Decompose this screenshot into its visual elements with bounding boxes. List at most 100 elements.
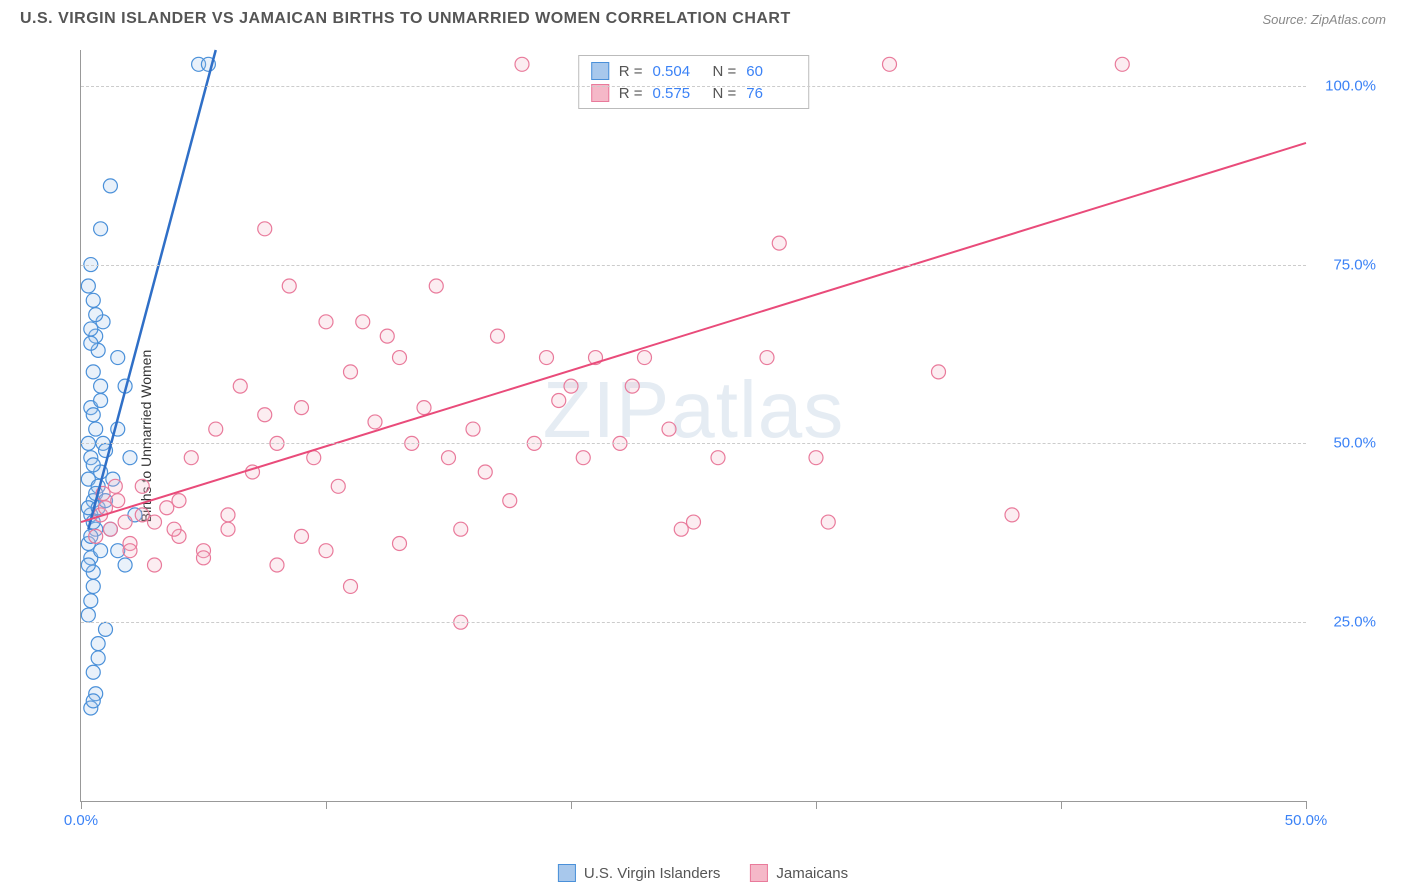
data-point [772,236,786,250]
chart-title: U.S. VIRGIN ISLANDER VS JAMAICAN BIRTHS … [20,10,791,28]
x-tick [816,801,817,809]
data-point [99,622,113,636]
data-point [209,422,223,436]
data-point [86,293,100,307]
data-point [103,522,117,536]
legend-item: U.S. Virgin Islanders [558,864,720,882]
data-point [197,551,211,565]
data-point [81,608,95,622]
data-point [552,393,566,407]
x-tick-label: 50.0% [1285,812,1328,829]
y-tick-label: 50.0% [1333,435,1376,452]
data-point [491,329,505,343]
data-point [118,558,132,572]
data-point [233,379,247,393]
data-point [344,579,358,593]
data-point [258,222,272,236]
data-point [91,637,105,651]
x-tick [81,801,82,809]
data-point [515,57,529,71]
data-point [103,179,117,193]
plot-svg [81,50,1306,801]
data-point [454,522,468,536]
x-tick [326,801,327,809]
gridline [81,265,1306,266]
data-point [91,651,105,665]
data-point [478,465,492,479]
data-point [172,494,186,508]
data-point [111,494,125,508]
gridline [81,443,1306,444]
data-point [94,222,108,236]
data-point [86,408,100,422]
data-point [883,57,897,71]
data-point [662,422,676,436]
data-point [638,351,652,365]
data-point [148,558,162,572]
data-point [135,508,149,522]
data-point [81,558,95,572]
y-tick-label: 75.0% [1333,256,1376,273]
data-point [167,522,181,536]
data-point [356,315,370,329]
regression-line [81,143,1306,522]
data-point [111,351,125,365]
data-point [540,351,554,365]
data-point [307,451,321,465]
legend-label: U.S. Virgin Islanders [584,865,720,882]
data-point [821,515,835,529]
legend-swatch [558,864,576,882]
data-point [760,351,774,365]
chart-area: Births to Unmarried Women ZIPatlas R =0.… [50,40,1386,832]
data-point [344,365,358,379]
data-point [86,579,100,593]
data-point [429,279,443,293]
data-point [368,415,382,429]
data-point [295,529,309,543]
data-point [417,401,431,415]
data-point [1005,508,1019,522]
data-point [123,544,137,558]
data-point [94,379,108,393]
data-point [221,522,235,536]
data-point [89,529,103,543]
legend-label: Jamaicans [776,865,848,882]
data-point [319,315,333,329]
legend-swatch [750,864,768,882]
data-point [89,308,103,322]
data-point [123,451,137,465]
data-point [393,537,407,551]
data-point [564,379,578,393]
data-point [503,494,517,508]
data-point [86,458,100,472]
data-point [160,501,174,515]
data-point [118,515,132,529]
legend-item: Jamaicans [750,864,848,882]
x-tick [1306,801,1307,809]
y-tick-label: 25.0% [1333,614,1376,631]
source-credit: Source: ZipAtlas.com [1262,12,1386,27]
data-point [380,329,394,343]
data-point [466,422,480,436]
data-point [86,365,100,379]
x-tick [571,801,572,809]
gridline [81,86,1306,87]
gridline [81,622,1306,623]
data-point [625,379,639,393]
y-tick-label: 100.0% [1325,77,1376,94]
data-point [576,451,590,465]
data-point [932,365,946,379]
data-point [84,594,98,608]
data-point [86,694,100,708]
data-point [94,544,108,558]
data-point [674,522,688,536]
data-point [393,351,407,365]
data-point [270,558,284,572]
x-tick-label: 0.0% [64,812,98,829]
data-point [711,451,725,465]
data-point [1115,57,1129,71]
data-point [687,515,701,529]
data-point [135,479,149,493]
data-point [148,515,162,529]
data-point [258,408,272,422]
